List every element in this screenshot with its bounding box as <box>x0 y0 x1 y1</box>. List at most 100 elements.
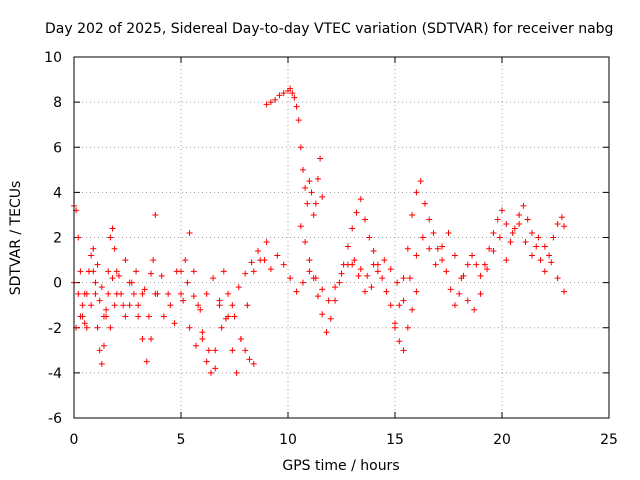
data-point <box>128 279 135 286</box>
data-point <box>387 266 394 273</box>
data-point <box>319 193 326 200</box>
data-point <box>98 360 105 367</box>
data-point <box>503 220 510 227</box>
data-point <box>535 234 542 241</box>
data-point <box>319 311 326 318</box>
data-point <box>94 324 101 331</box>
data-point <box>430 229 437 236</box>
data-point <box>272 96 279 103</box>
data-point <box>295 117 302 124</box>
data-point <box>507 239 514 246</box>
data-point <box>98 284 105 291</box>
data-point <box>75 234 82 241</box>
data-point <box>81 320 88 327</box>
data-point <box>561 223 568 230</box>
data-point <box>192 342 199 349</box>
series-track-c <box>73 239 270 372</box>
data-point <box>267 99 274 106</box>
data-point <box>554 275 561 282</box>
data-point <box>481 261 488 268</box>
y-tick-label: 8 <box>53 95 62 111</box>
data-point <box>242 270 249 277</box>
data-point <box>400 297 407 304</box>
data-point <box>548 259 555 266</box>
data-point <box>231 313 238 320</box>
x-axis-label: GPS time / hours <box>282 458 399 474</box>
data-point <box>165 290 172 297</box>
data-point <box>291 94 298 101</box>
data-point <box>184 279 191 286</box>
data-point <box>516 220 523 227</box>
data-point <box>255 248 262 255</box>
data-point <box>293 103 300 110</box>
data-point <box>120 302 127 309</box>
data-point <box>143 358 150 365</box>
data-point <box>197 306 204 313</box>
data-point <box>528 229 535 236</box>
data-point <box>304 200 311 207</box>
data-point <box>451 252 458 259</box>
data-point <box>88 252 95 259</box>
data-point <box>96 347 103 354</box>
data-point <box>396 338 403 345</box>
data-point <box>302 239 309 246</box>
data-point <box>349 261 356 268</box>
data-point <box>148 270 155 277</box>
y-tick-label: 4 <box>53 185 62 201</box>
data-point <box>297 144 304 151</box>
data-point <box>167 302 174 309</box>
data-point <box>152 211 159 218</box>
data-point <box>541 268 548 275</box>
data-point <box>490 229 497 236</box>
data-point <box>362 288 369 295</box>
data-point <box>186 229 193 236</box>
data-point <box>100 313 107 320</box>
data-point <box>263 239 270 246</box>
data-point <box>242 347 249 354</box>
data-point <box>218 324 225 331</box>
data-point <box>113 290 120 297</box>
data-point <box>312 200 319 207</box>
series-track-a <box>71 202 159 367</box>
data-point <box>293 288 300 295</box>
data-point <box>344 243 351 250</box>
data-point <box>79 302 86 309</box>
data-point <box>248 259 255 266</box>
data-point <box>96 297 103 304</box>
data-point <box>83 324 90 331</box>
data-point <box>406 275 413 282</box>
data-point <box>306 178 313 185</box>
data-point <box>432 261 439 268</box>
data-point <box>229 302 236 309</box>
x-tick-label: 0 <box>70 432 79 448</box>
data-point <box>308 189 315 196</box>
data-point <box>554 220 561 227</box>
data-point <box>220 268 227 275</box>
data-point <box>203 290 210 297</box>
data-point <box>357 266 364 273</box>
data-point <box>111 302 118 309</box>
x-tick-label: 20 <box>493 432 511 448</box>
data-point <box>199 329 206 336</box>
data-point <box>383 288 390 295</box>
data-point <box>561 288 568 295</box>
data-point <box>141 286 148 293</box>
data-point <box>477 272 484 279</box>
data-point <box>148 336 155 343</box>
data-point <box>477 290 484 297</box>
data-point <box>135 302 142 309</box>
data-point <box>439 243 446 250</box>
data-point <box>92 279 99 286</box>
data-point <box>516 211 523 218</box>
data-point <box>244 302 251 309</box>
data-point <box>314 175 321 182</box>
data-point <box>447 286 454 293</box>
data-point <box>212 365 219 372</box>
data-point <box>409 211 416 218</box>
data-point <box>160 313 167 320</box>
data-point <box>75 290 82 297</box>
data-point <box>325 297 332 304</box>
y-tick-label: -4 <box>48 366 62 382</box>
data-point <box>421 200 428 207</box>
data-point <box>225 290 232 297</box>
